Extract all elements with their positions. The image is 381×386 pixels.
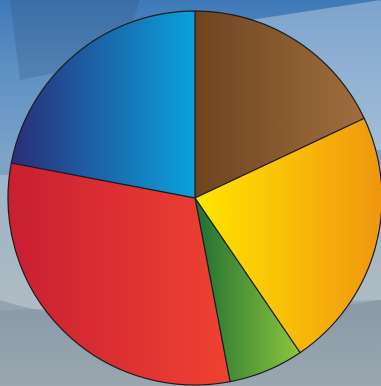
pie-slice-4 (7, 162, 231, 386)
pie-slice-1 (194, 10, 365, 199)
pie-slice-5 (10, 10, 196, 199)
pie-slice-2 (194, 117, 381, 354)
